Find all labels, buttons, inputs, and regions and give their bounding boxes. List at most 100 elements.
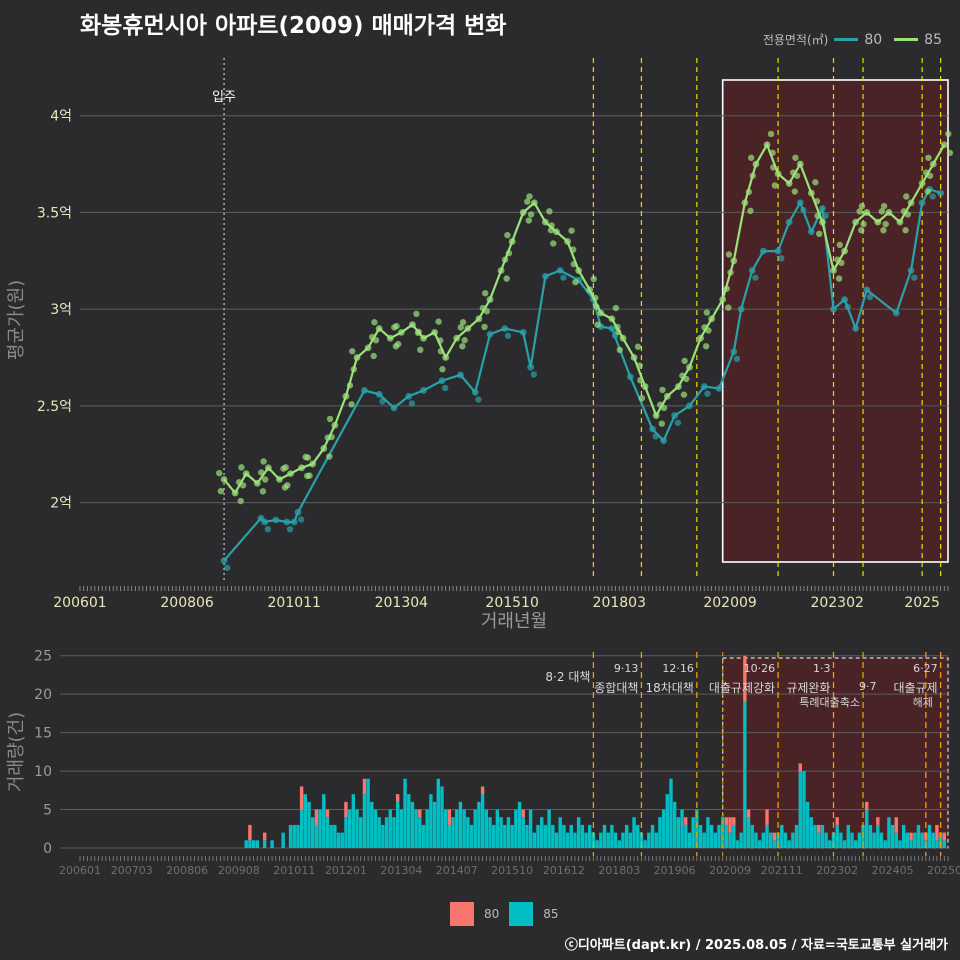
data-point-85 xyxy=(453,334,461,342)
policy-label-date: 10·26 xyxy=(744,662,776,675)
volume-bar-85 xyxy=(573,832,577,848)
volume-y-tick-label: 25 xyxy=(34,649,52,665)
volume-bar-85 xyxy=(839,832,843,848)
data-point-85 xyxy=(572,278,579,286)
data-point-85 xyxy=(594,321,601,328)
volume-bar-85 xyxy=(584,832,588,848)
data-point-85 xyxy=(497,267,505,274)
volume-bar-85 xyxy=(809,817,814,848)
data-point-80 xyxy=(390,404,398,412)
volume-bar-85 xyxy=(499,817,503,848)
volume-bar-85 xyxy=(805,801,810,848)
data-point-85 xyxy=(364,344,372,352)
data-point-85 xyxy=(771,182,779,189)
price-x-tick-label: 201510 xyxy=(485,595,538,611)
volume-bar-85 xyxy=(440,786,444,848)
volume-x-tick-label: 202405 xyxy=(872,864,914,877)
volume-x-tick-label: 201304 xyxy=(380,864,422,877)
volume-bar-85 xyxy=(410,801,415,848)
volume-bar-80 xyxy=(325,809,330,818)
data-point-85 xyxy=(882,220,889,228)
data-point-85 xyxy=(852,218,860,226)
data-point-80 xyxy=(819,205,826,212)
volume-bar-85 xyxy=(562,824,566,848)
data-point-85 xyxy=(819,218,826,226)
volume-bar-85 xyxy=(709,824,714,848)
data-point-85 xyxy=(792,154,799,161)
volume-x-tick-label: 201011 xyxy=(273,864,315,877)
data-point-80 xyxy=(649,425,656,433)
data-point-85 xyxy=(436,337,444,344)
volume-bar-85 xyxy=(495,809,500,848)
policy-label: 8·2 대책 xyxy=(545,669,590,684)
volume-bar-85 xyxy=(510,824,514,848)
data-point-85 xyxy=(874,218,882,226)
volume-x-tick-label: 200601 xyxy=(59,864,101,877)
data-point-80 xyxy=(556,267,564,274)
volume-bar-85 xyxy=(588,824,592,848)
data-point-80 xyxy=(290,518,298,526)
data-point-80 xyxy=(375,390,383,398)
volume-x-tick-label: 202009 xyxy=(709,864,751,877)
policy-label: 특례대출축소 xyxy=(799,696,860,709)
data-point-85 xyxy=(770,164,777,171)
data-point-85 xyxy=(435,318,442,325)
volume-bar-80 xyxy=(765,809,769,825)
data-point-85 xyxy=(394,340,402,348)
volume-bar-85 xyxy=(244,840,248,848)
data-point-85 xyxy=(326,415,334,423)
data-point-85 xyxy=(835,275,843,282)
data-point-85 xyxy=(723,285,730,292)
data-point-85 xyxy=(504,231,511,239)
volume-bar-85 xyxy=(942,840,947,848)
data-point-80 xyxy=(541,272,549,280)
policy-label-name: 대출규제강화 xyxy=(709,681,775,695)
data-point-85 xyxy=(796,160,804,168)
data-point-85 xyxy=(457,324,464,331)
data-point-85 xyxy=(568,227,575,234)
volume-bar-85 xyxy=(624,824,629,848)
volume-bar-85 xyxy=(887,817,891,848)
data-point-85 xyxy=(929,160,937,168)
volume-bar-85 xyxy=(820,824,825,848)
price-x-tick-label: 202302 xyxy=(810,595,863,611)
data-point-80 xyxy=(652,433,659,440)
policy-label-date: 12·16 xyxy=(662,662,694,675)
volume-bar-85 xyxy=(842,840,847,848)
price-x-tick-label: 202009 xyxy=(703,595,756,611)
volume-bar-80 xyxy=(724,817,729,825)
data-point-80 xyxy=(671,412,679,419)
data-point-85 xyxy=(276,476,283,483)
volume-x-tick-label: 200908 xyxy=(218,864,260,877)
volume-bar-85 xyxy=(292,824,296,848)
volume-bar-85 xyxy=(702,832,706,848)
volume-bar-85 xyxy=(610,824,614,848)
volume-bar-85 xyxy=(418,817,422,848)
data-point-85 xyxy=(747,154,755,161)
volume-bar-85 xyxy=(905,832,910,848)
data-point-85 xyxy=(553,228,560,236)
price-x-tick-label: 201803 xyxy=(593,595,646,611)
data-point-85 xyxy=(503,275,510,282)
data-point-85 xyxy=(880,227,887,234)
volume-bar-85 xyxy=(791,832,795,848)
price-x-axis-title: 거래년월 xyxy=(481,611,547,632)
data-point-85 xyxy=(259,488,267,495)
volume-bar-85 xyxy=(909,840,913,848)
volume-x-tick-label: 200806 xyxy=(166,864,208,877)
data-point-85 xyxy=(237,497,244,505)
volume-bar-85 xyxy=(399,809,404,848)
data-point-85 xyxy=(752,160,760,168)
data-point-85 xyxy=(525,217,533,224)
data-point-80 xyxy=(866,293,874,301)
volume-bar-85 xyxy=(901,824,906,848)
policy-label-date: 9·13 xyxy=(614,662,639,675)
data-point-85 xyxy=(612,304,620,312)
data-point-85 xyxy=(242,470,250,477)
volume-bar-80 xyxy=(344,801,348,818)
data-point-80 xyxy=(379,398,386,405)
data-point-85 xyxy=(590,275,597,283)
volume-bar-85 xyxy=(876,824,880,848)
volume-bar-85 xyxy=(621,832,625,848)
highlight-region xyxy=(721,79,949,563)
